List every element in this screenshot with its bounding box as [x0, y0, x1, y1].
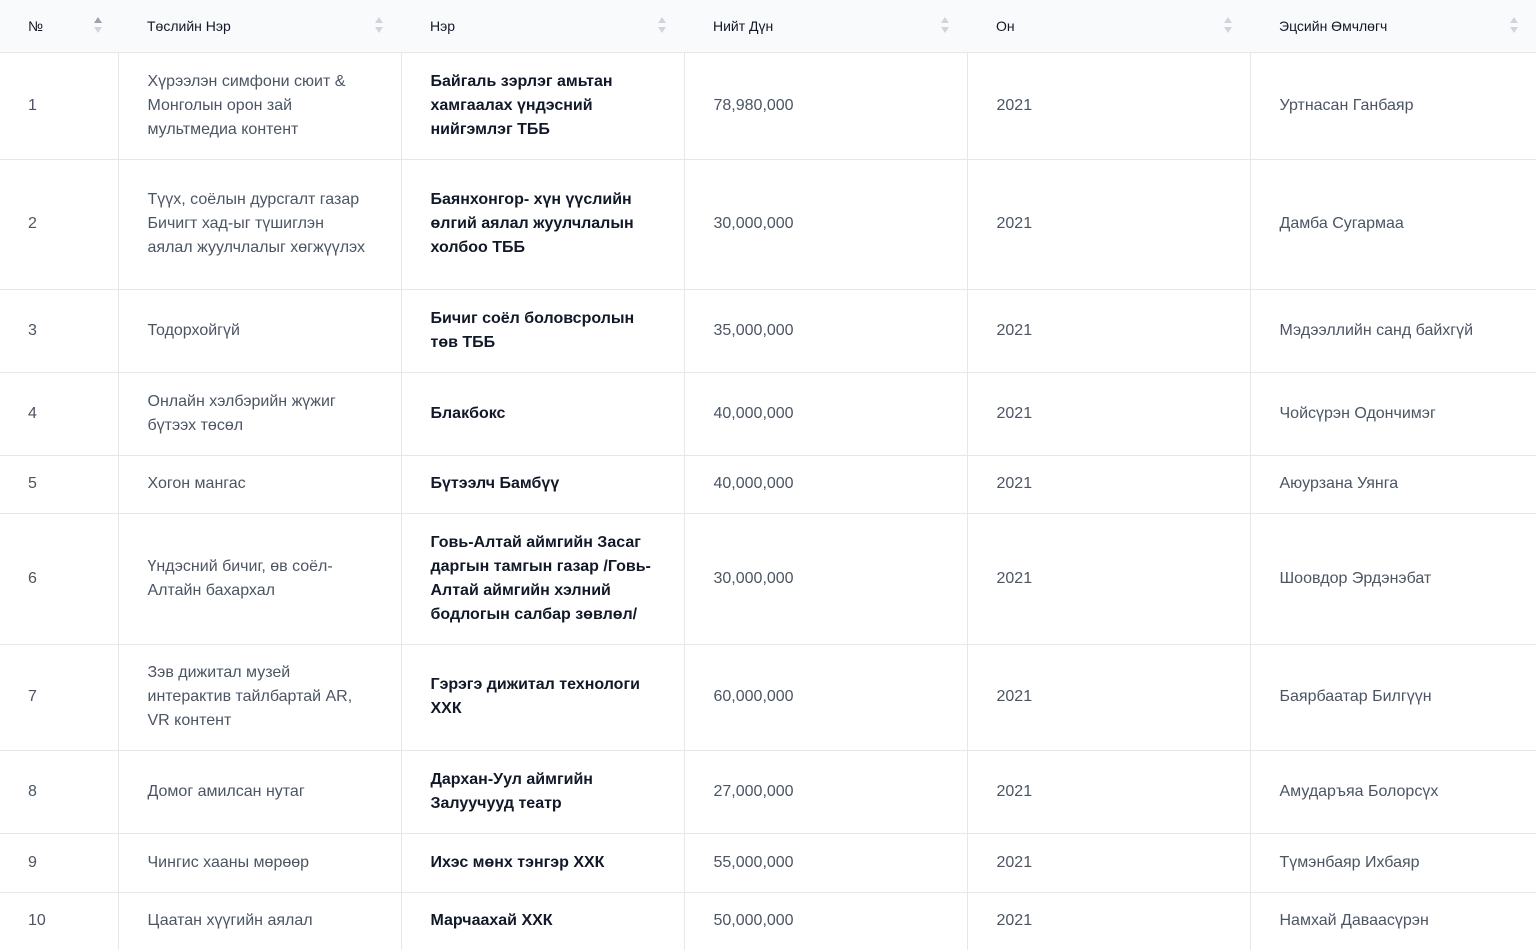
cell-year: 2021 [966, 454, 1250, 513]
header-name[interactable]: Нэр [401, 0, 684, 52]
table-row: 5 Хогон мангас Бүтээлч Бамбүү 40,000,000… [0, 454, 1536, 513]
cell-name: Ихэс мөнх тэнгэр ХХК [400, 832, 684, 892]
cell-number: 4 [0, 371, 118, 455]
cell-amount: 40,000,000 [683, 371, 967, 455]
cell-project-name: Үндэсний бичиг, өв соёл- Алтайн бахархал [117, 512, 401, 644]
sort-icon[interactable] [94, 17, 104, 35]
cell-year: 2021 [966, 288, 1250, 372]
cell-number: 9 [0, 832, 118, 892]
cell-owner: Шоовдор Эрдэнэбат [1249, 512, 1536, 644]
cell-year: 2021 [966, 749, 1250, 833]
cell-project-name: Домог амилсан нутаг [117, 749, 401, 833]
cell-amount: 35,000,000 [683, 288, 967, 372]
cell-project-name: Зэв дижитал музей интерактив тайлбартай … [117, 643, 401, 750]
cell-number: 3 [0, 288, 118, 372]
table-row: 1 Хүрээлэн симфони сюит & Монголын орон … [0, 51, 1536, 159]
header-number[interactable]: № [0, 0, 118, 52]
cell-owner: Түмэнбаяр Ихбаяр [1249, 832, 1536, 892]
cell-name: Дархан-Уул аймгийн Залуучууд театр [400, 749, 684, 833]
header-project-name[interactable]: Төслийн Нэр [118, 0, 401, 52]
cell-year: 2021 [966, 371, 1250, 455]
sort-icon[interactable] [658, 17, 668, 35]
cell-name: Блакбокс [400, 371, 684, 455]
table-row: 2 Түүх, соёлын дурсгалт газар Бичигт хад… [0, 158, 1536, 289]
cell-name: Байгаль зэрлэг амьтан хамгаалах үндэсний… [400, 51, 684, 159]
cell-name: Говь-Алтай аймгийн Засаг даргын тамгын г… [400, 512, 684, 644]
cell-number: 7 [0, 643, 118, 750]
header-final-owner[interactable]: Эцсийн Өмчлөгч [1250, 0, 1536, 52]
sort-icon[interactable] [941, 17, 951, 35]
cell-year: 2021 [966, 51, 1250, 159]
cell-amount: 78,980,000 [683, 51, 967, 159]
cell-project-name: Түүх, соёлын дурсгалт газар Бичигт хад-ы… [117, 158, 401, 289]
header-year[interactable]: Он [967, 0, 1250, 52]
cell-owner: Амударъяа Болорсүх [1249, 749, 1536, 833]
sort-icon[interactable] [375, 17, 385, 35]
cell-owner: Намхай Даваасүрэн [1249, 891, 1536, 950]
cell-number: 8 [0, 749, 118, 833]
cell-amount: 60,000,000 [683, 643, 967, 750]
table-row: 3 Тодорхойгүй Бичиг соёл боловсролын төв… [0, 288, 1536, 372]
cell-amount: 55,000,000 [683, 832, 967, 892]
table-row: 4 Онлайн хэлбэрийн жүжиг бүтээх төсөл Бл… [0, 371, 1536, 455]
header-label: Төслийн Нэр [147, 17, 231, 34]
table-row: 10 Цаатан хүүгийн аялал Марчаахай ХХК 50… [0, 891, 1536, 950]
cell-year: 2021 [966, 512, 1250, 644]
table-row: 6 Үндэсний бичиг, өв соёл- Алтайн бахарх… [0, 512, 1536, 644]
cell-project-name: Онлайн хэлбэрийн жүжиг бүтээх төсөл [117, 371, 401, 455]
cell-project-name: Хүрээлэн симфони сюит & Монголын орон за… [117, 51, 401, 159]
cell-project-name: Тодорхойгүй [117, 288, 401, 372]
table-row: 7 Зэв дижитал музей интерактив тайлбарта… [0, 643, 1536, 750]
header-total-amount[interactable]: Нийт Дүн [684, 0, 967, 52]
cell-name: Гэрэгэ дижитал технологи ХХК [400, 643, 684, 750]
cell-year: 2021 [966, 832, 1250, 892]
cell-year: 2021 [966, 891, 1250, 950]
cell-owner: Дамба Сугармаа [1249, 158, 1536, 289]
cell-number: 1 [0, 51, 118, 159]
cell-year: 2021 [966, 158, 1250, 289]
cell-year: 2021 [966, 643, 1250, 750]
cell-project-name: Цаатан хүүгийн аялал [117, 891, 401, 950]
cell-name: Баянхонгор- хүн үүслийн өлгий аялал жуул… [400, 158, 684, 289]
cell-number: 10 [0, 891, 118, 950]
header-label: № [28, 17, 44, 34]
header-label: Эцсийн Өмчлөгч [1279, 17, 1388, 34]
cell-owner: Чойсүрэн Одончимэг [1249, 371, 1536, 455]
table-row: 9 Чингис хааны мөрөөр Ихэс мөнх тэнгэр Х… [0, 832, 1536, 892]
cell-project-name: Хогон мангас [117, 454, 401, 513]
cell-owner: Мэдээллийн санд байхгүй [1249, 288, 1536, 372]
sort-icon[interactable] [1510, 17, 1520, 35]
sort-icon[interactable] [1224, 17, 1234, 35]
cell-owner: Уртнасан Ганбаяр [1249, 51, 1536, 159]
cell-amount: 50,000,000 [683, 891, 967, 950]
cell-amount: 30,000,000 [683, 512, 967, 644]
cell-amount: 40,000,000 [683, 454, 967, 513]
cell-amount: 30,000,000 [683, 158, 967, 289]
cell-owner: Баярбаатар Билгүүн [1249, 643, 1536, 750]
header-label: Он [996, 17, 1015, 34]
cell-name: Марчаахай ХХК [400, 891, 684, 950]
cell-project-name: Чингис хааны мөрөөр [117, 832, 401, 892]
cell-amount: 27,000,000 [683, 749, 967, 833]
header-row: № Төслийн Нэр Нэр Нийт Дүн Он Эцсийн Өмч… [0, 0, 1536, 52]
header-label: Нэр [430, 17, 456, 34]
cell-name: Бичиг соёл боловсролын төв ТББ [400, 288, 684, 372]
table-row: 8 Домог амилсан нутаг Дархан-Уул аймгийн… [0, 749, 1536, 833]
cell-number: 2 [0, 158, 118, 289]
cell-name: Бүтээлч Бамбүү [400, 454, 684, 513]
cell-number: 5 [0, 454, 118, 513]
header-label: Нийт Дүн [713, 17, 774, 34]
cell-owner: Аюурзана Уянга [1249, 454, 1536, 513]
cell-number: 6 [0, 512, 118, 644]
